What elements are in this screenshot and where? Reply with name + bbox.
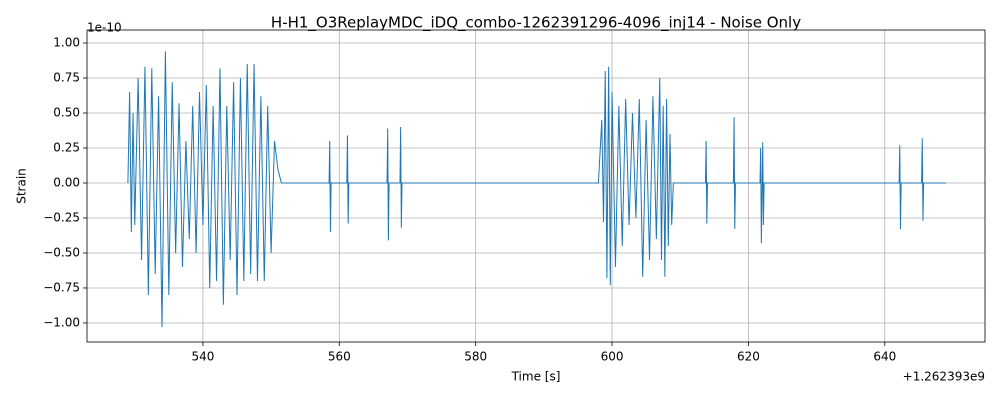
y-tick-label: 0.00 <box>53 175 80 189</box>
y-tick-label: 0.25 <box>53 140 80 154</box>
data-line <box>127 51 947 328</box>
chart-title: H-H1_O3ReplayMDC_iDQ_combo-1262391296-40… <box>271 14 801 33</box>
x-axis-label: Time [s] <box>511 370 561 384</box>
plot-frame <box>86 29 986 343</box>
y-offset-label: 1e-10 <box>87 21 122 35</box>
y-tick-label: 0.50 <box>53 106 80 120</box>
y-tick-label: −0.25 <box>43 210 80 224</box>
x-tick-label: 600 <box>601 350 624 364</box>
y-tick-label: −0.50 <box>43 245 80 259</box>
y-tick-label: −1.00 <box>43 315 80 329</box>
x-offset-label: +1.262393e9 <box>903 370 985 384</box>
x-tick-label: 540 <box>191 350 214 364</box>
y-tick-label: 1.00 <box>53 36 80 50</box>
x-tick-label: 580 <box>464 350 487 364</box>
y-axis-label: Strain <box>15 168 29 204</box>
x-tick-label: 620 <box>737 350 760 364</box>
x-tick-label: 640 <box>873 350 896 364</box>
x-tick-label: 560 <box>328 350 351 364</box>
y-tick-label: −0.75 <box>43 280 80 294</box>
y-tick-label: 0.75 <box>53 71 80 85</box>
